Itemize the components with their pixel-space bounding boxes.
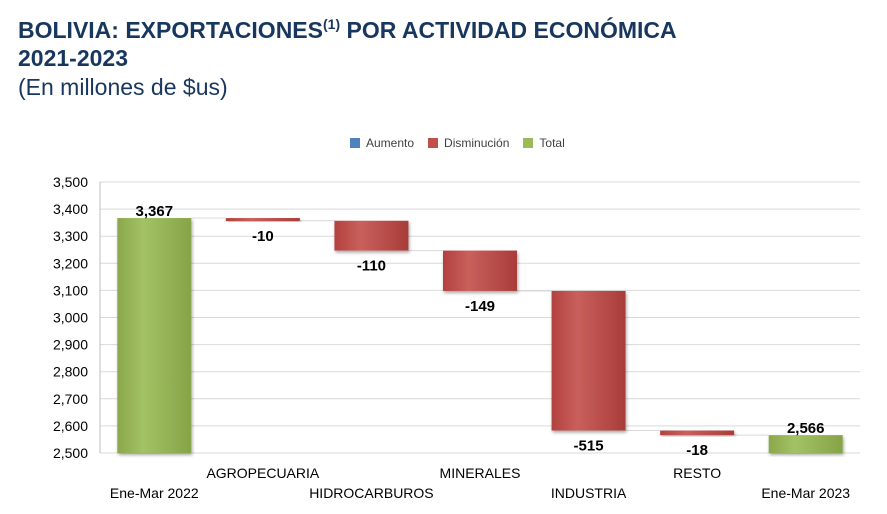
x-tick-label: Ene-Mar 2022 [110, 485, 199, 501]
legend-label-total: Total [539, 136, 565, 150]
x-tick-label: AGROPECUARIA [206, 465, 319, 481]
data-label: 2,566 [787, 420, 825, 437]
legend-item-disminucion: Disminución [428, 136, 509, 150]
connector-lines [191, 217, 769, 436]
bar-hidrocarburos [334, 220, 409, 251]
title-units: (En millones de $us) [18, 74, 228, 100]
data-label: -18 [686, 442, 708, 459]
bars [117, 218, 843, 453]
data-label: 3,367 [136, 203, 174, 220]
data-label: -149 [465, 298, 495, 315]
legend-item-aumento: Aumento [350, 136, 414, 150]
x-tick-label: MINERALES [440, 465, 521, 481]
y-tick-label: 2,600 [53, 418, 88, 434]
y-tick-label: 3,300 [53, 228, 88, 244]
legend-label-disminucion: Disminución [444, 136, 510, 150]
bar-minerales [443, 250, 517, 291]
data-labels: 3,367 -10 -110 -149 -515 -18 2,566 [136, 203, 825, 459]
x-tick-label: INDUSTRIA [551, 485, 627, 501]
bar-ene-mar-2023 [768, 435, 843, 453]
bar-resto [660, 430, 735, 436]
legend-label-aumento: Aumento [366, 136, 415, 150]
y-tick-label: 3,000 [53, 310, 88, 326]
x-axis: Ene-Mar 2022 AGROPECUARIA HIDROCARBUROS MIN… [110, 465, 850, 501]
title-rest: POR ACTIVIDAD ECONÓMICA [340, 17, 677, 43]
y-tick-label: 2,900 [53, 337, 88, 353]
y-tick-label: 2,800 [53, 364, 88, 380]
y-tick-label: 3,400 [53, 201, 88, 217]
y-axis: 2,500 2,600 2,700 2,800 2,900 3,000 3,100 3,200… [53, 174, 101, 461]
legend-swatch-total [523, 138, 534, 148]
bar-agropecuaria [225, 218, 300, 222]
chart-legend: Aumento Disminución Total [350, 136, 565, 150]
chart-title: BOLIVIA: EXPORTACIONES(1) POR ACTIVIDAD … [18, 10, 677, 102]
title-line-1: BOLIVIA: EXPORTACIONES(1) POR ACTIVIDAD … [18, 10, 677, 44]
y-tick-label: 3,500 [53, 174, 88, 190]
bar-ene-mar-2022 [117, 218, 192, 453]
x-tick-label: RESTO [673, 465, 721, 481]
title-main: BOLIVIA: EXPORTACIONES [18, 17, 323, 43]
title-years: 2021-2023 [18, 45, 128, 71]
legend-swatch-aumento [350, 138, 360, 148]
data-label: -10 [252, 228, 274, 245]
y-tick-label: 2,500 [53, 445, 88, 461]
bar-industria [551, 290, 626, 431]
legend-item-total: Total [523, 136, 565, 150]
y-tick-label: 2,700 [53, 391, 88, 407]
data-label: -515 [574, 438, 604, 455]
legend-swatch-disminucion [428, 138, 439, 148]
data-label: -110 [357, 258, 386, 275]
y-tick-label: 3,100 [53, 282, 88, 298]
gridlines [100, 181, 860, 454]
y-tick-label: 3,200 [53, 255, 88, 271]
x-tick-label: HIDROCARBUROS [309, 485, 433, 501]
title-footnote-mark: (1) [323, 16, 341, 32]
x-tick-label: Ene-Mar 2023 [761, 485, 850, 501]
